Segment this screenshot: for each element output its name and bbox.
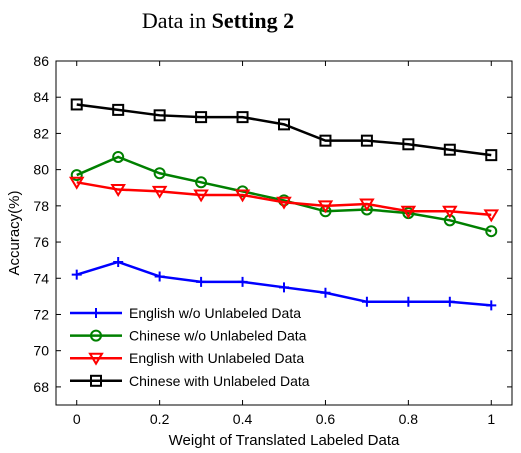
chart-title-plain: Data in [142,8,212,33]
legend-label: Chinese w/o Unlabeled Data [129,328,307,344]
y-axis-label: Accuracy(%) [6,190,23,275]
y-tick-label: 86 [33,53,49,69]
y-tick-label: 82 [33,125,49,141]
x-axis-label: Weight of Translated Labeled Data [169,432,400,449]
legend-label: English w/o Unlabeled Data [129,305,301,321]
x-tick-label: 0.8 [399,411,419,427]
x-tick-label: 0.4 [233,411,253,427]
y-tick-label: 74 [33,270,49,286]
chart-title: Data in Setting 2 [142,8,294,33]
x-tick-label: 0.6 [316,411,336,427]
y-tick-label: 70 [33,343,49,359]
x-tick-label: 0.2 [150,411,170,427]
x-tick-label: 1 [487,411,495,427]
legend-label: Chinese with Unlabeled Data [129,373,310,389]
y-tick-label: 76 [33,234,49,250]
chart-title-bold: Setting 2 [212,8,295,33]
legend-label: English with Unlabeled Data [129,350,304,366]
y-tick-label: 80 [33,162,49,178]
y-tick-label: 72 [33,306,49,322]
y-tick-label: 84 [33,89,49,105]
x-tick-label: 0 [73,411,81,427]
y-tick-label: 68 [33,379,49,395]
y-tick-label: 78 [33,198,49,214]
